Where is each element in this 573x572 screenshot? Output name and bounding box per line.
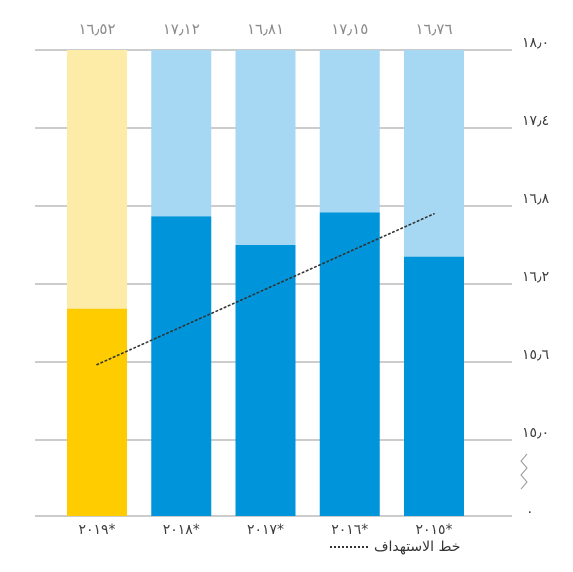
- x-tick-label: ٢٠١٩*: [78, 522, 115, 538]
- bar-light-segment: [151, 50, 212, 217]
- bar-value-label: ١٧٫١٢: [163, 20, 200, 38]
- bar-value-label: ١٦٫٥٢: [78, 20, 115, 38]
- target-line: [96, 213, 435, 366]
- x-tick-label: ٢٠١٧*: [247, 522, 284, 538]
- bar-dark-segment: [235, 245, 296, 516]
- y-tick-label: ١٥٫٠: [522, 425, 549, 441]
- legend-target-line-label: خط الاستهداف: [374, 539, 461, 555]
- y-tick-label: ١٨٫٠: [522, 35, 549, 51]
- x-tick-label: ٢٠١٨*: [163, 522, 200, 538]
- axis-break-icon: [520, 453, 528, 490]
- bar-value-label: ١٦٫٧٦: [415, 20, 452, 38]
- value-labels: ١٦٫٥٢ ١٧٫١٢ ١٦٫٨١ ١٧٫١٥ ١٦٫٧٦: [78, 20, 452, 38]
- bar-dark-segment: [151, 216, 212, 516]
- x-tick-label: ٢٠١٥*: [415, 522, 452, 538]
- bar-value-label: ١٦٫٨١: [247, 20, 284, 38]
- legend: خط الاستهداف: [330, 535, 560, 559]
- bar-dark-segment: [67, 308, 127, 516]
- bar-dark-segment: [319, 212, 380, 516]
- bar-light-segment: [235, 50, 296, 245]
- y-zero-label: ٠: [526, 504, 534, 520]
- y-tick-label: ١٧٫٤: [522, 113, 549, 129]
- bar-dark-segment: [404, 256, 464, 516]
- target-trend-line: [96, 213, 435, 366]
- bar-light-segment: [67, 50, 127, 309]
- y-axis: ١٥٫٠ ١٥٫٦ ١٦٫٢ ١٦٫٨ ١٧٫٤ ١٨٫٠ ٠: [520, 35, 550, 520]
- y-tick-label: ١٥٫٦: [522, 347, 549, 363]
- legend-dotted-line-icon: [330, 546, 368, 548]
- bars: [67, 50, 464, 516]
- bar-value-label: ١٧٫١٥: [331, 20, 368, 38]
- bar-light-segment: [319, 50, 380, 213]
- y-tick-label: ١٦٫٢: [522, 269, 549, 285]
- x-tick-label: ٢٠١٦*: [331, 522, 368, 538]
- x-axis: ٢٠١٩* ٢٠١٨* ٢٠١٧* ٢٠١٦* ٢٠١٥*: [78, 522, 452, 538]
- y-tick-label: ١٦٫٨: [522, 191, 550, 207]
- bar-light-segment: [404, 50, 464, 257]
